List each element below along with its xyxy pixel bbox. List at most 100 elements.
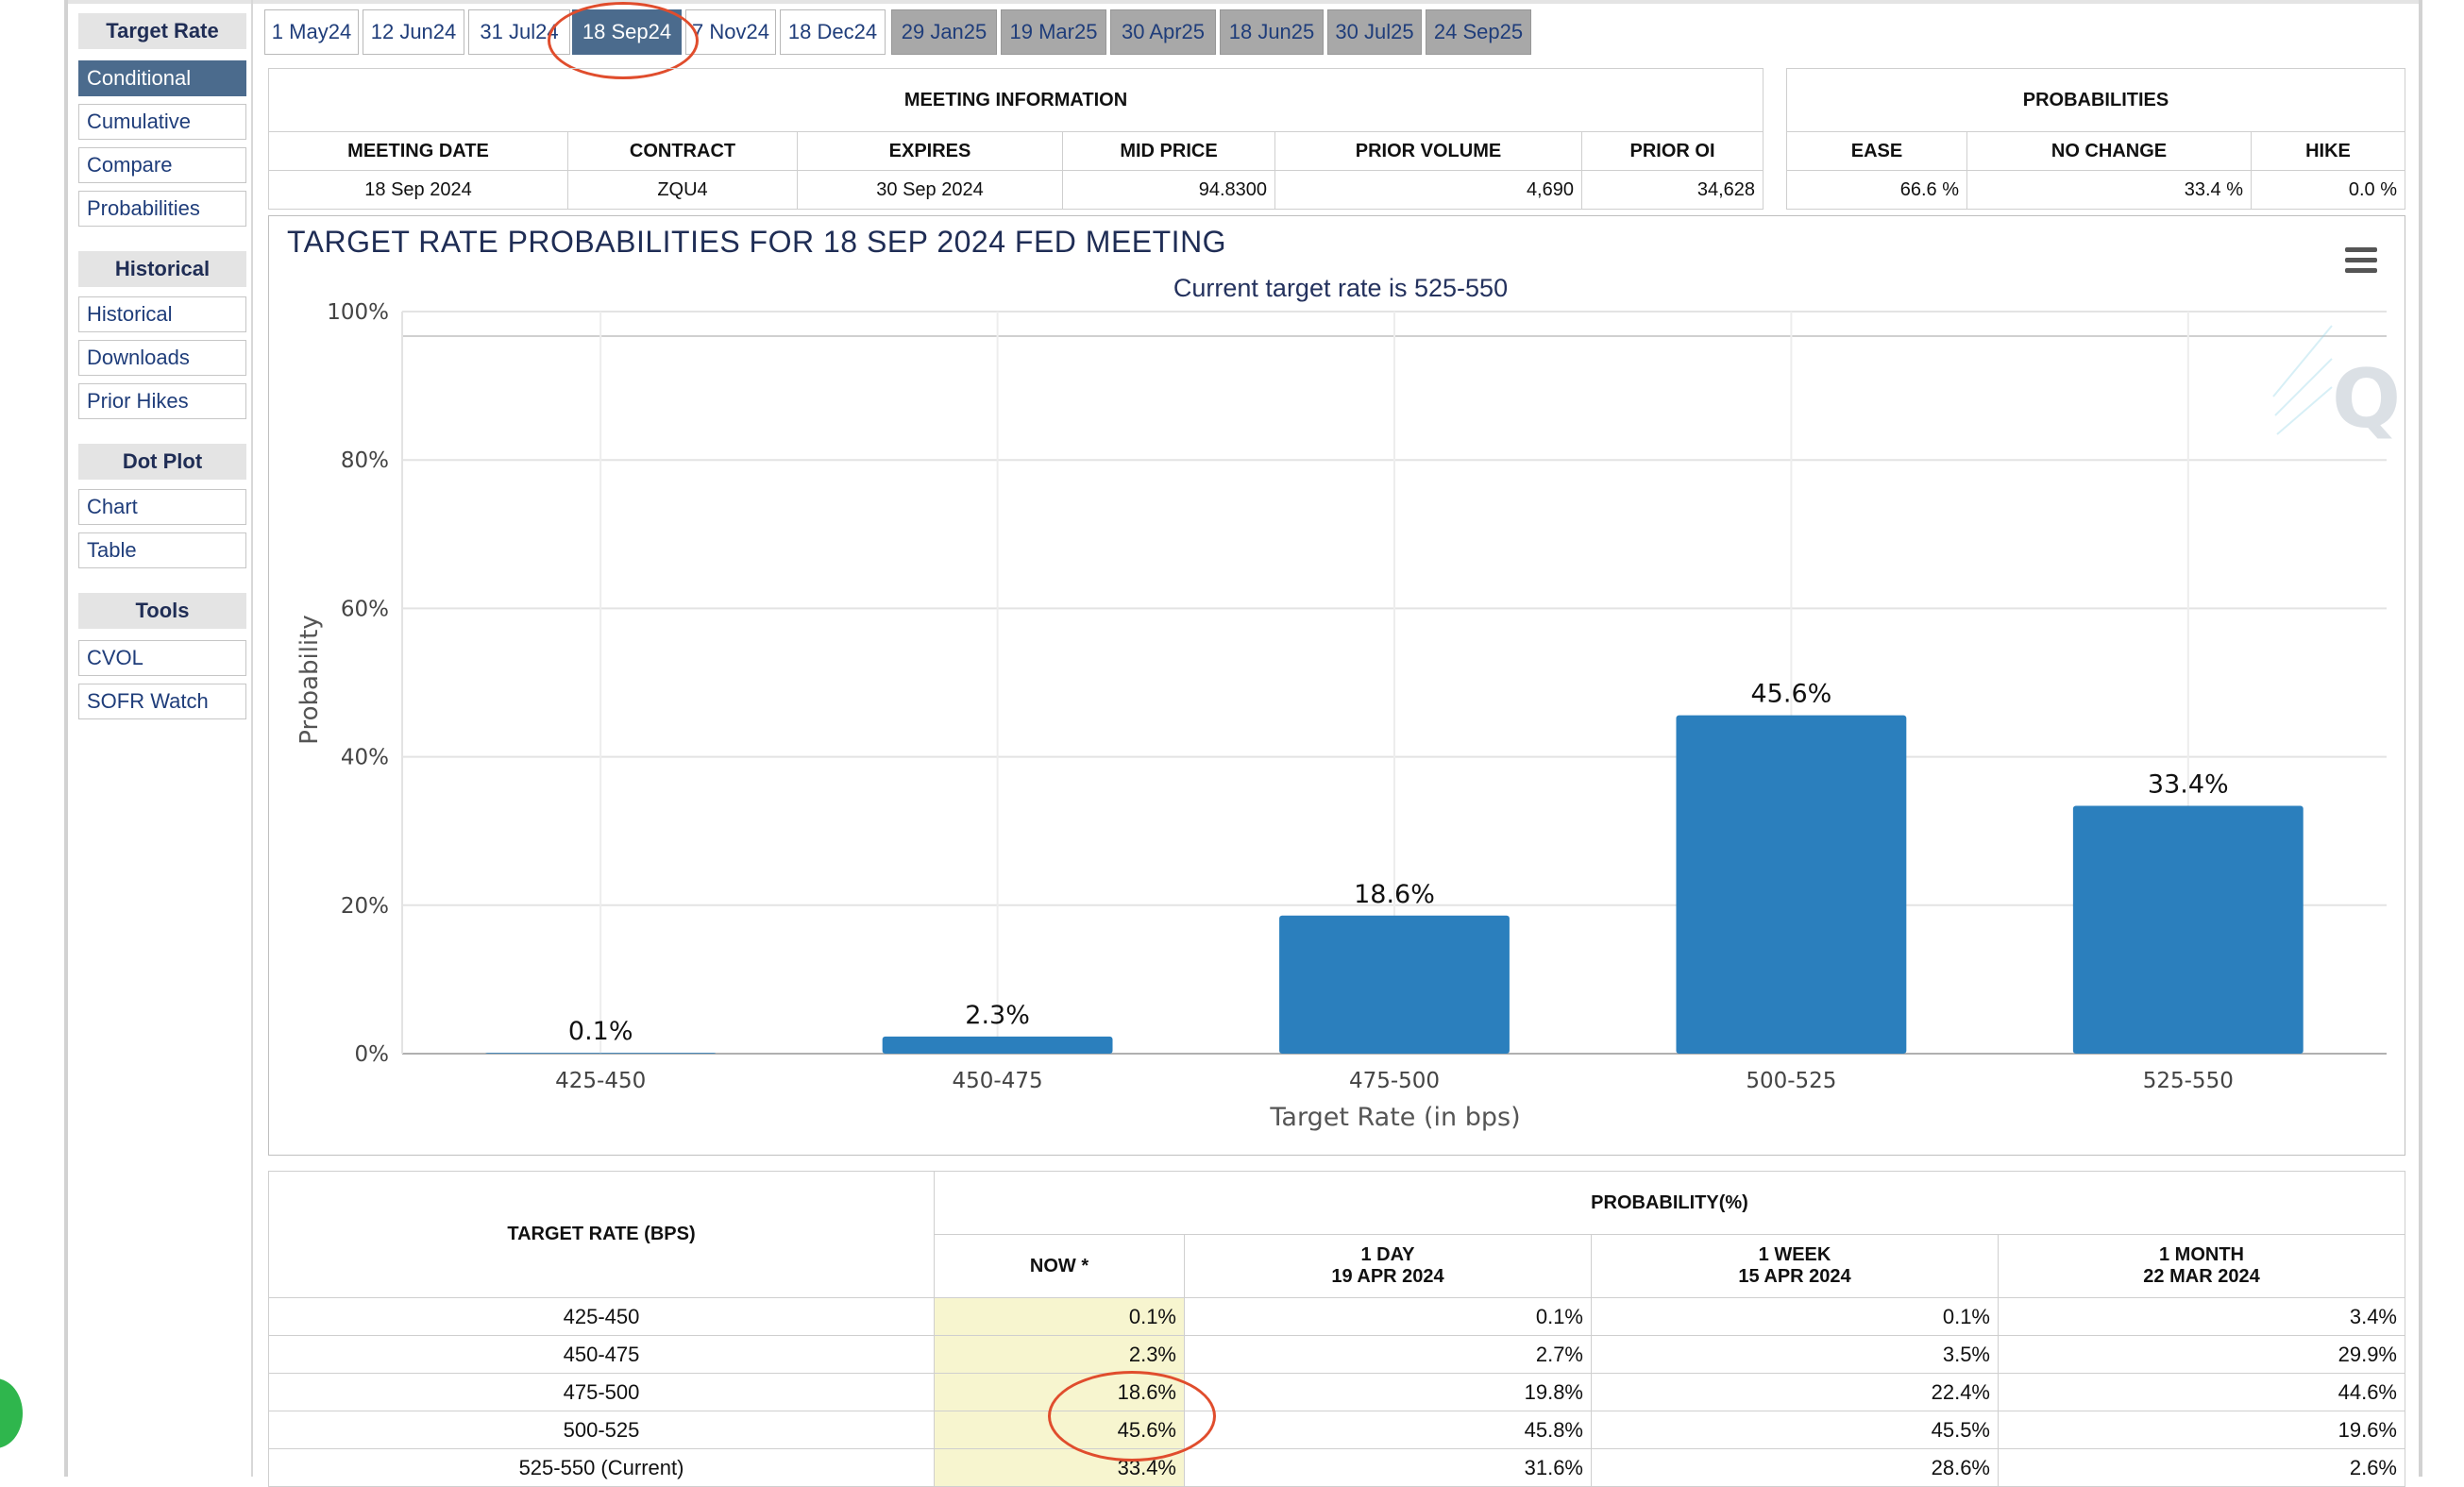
header-1-week-date: 15 APR 2024 (1738, 1266, 1851, 1287)
y-tick-label: 0% (355, 1042, 390, 1067)
sidebar-heading-historical: Historical (78, 251, 246, 287)
month-cell: 2.6% (1998, 1448, 2405, 1487)
sidebar-item-compare[interactable]: Compare (78, 147, 246, 183)
data-label: 2.3% (965, 1001, 1030, 1030)
sidebar-item-cvol[interactable]: CVOL (78, 640, 246, 676)
header-now: NOW * (934, 1234, 1185, 1298)
day-cell: 19.8% (1184, 1373, 1592, 1411)
sidebar-item-cumulative[interactable]: Cumulative (78, 104, 246, 140)
week-cell: 45.5% (1591, 1411, 1999, 1449)
tab-18-jun25[interactable]: 18 Jun25 (1220, 9, 1324, 55)
sidebar-item-sofr-watch[interactable]: SOFR Watch (78, 684, 246, 719)
data-label: 18.6% (1354, 880, 1435, 909)
meeting-info-table: MEETING INFORMATION MEETING DATE CONTRAC… (268, 68, 1764, 210)
tab-30-jul25[interactable]: 30 Jul25 (1327, 9, 1422, 55)
sidebar-heading-tools: Tools (78, 593, 246, 629)
week-cell: 22.4% (1591, 1373, 1999, 1411)
x-tick-label: 450-475 (953, 1069, 1043, 1093)
sidebar-item-prior-hikes[interactable]: Prior Hikes (78, 383, 246, 419)
value-expires: 30 Sep 2024 (797, 170, 1063, 210)
tab-12-jun24[interactable]: 12 Jun24 (363, 9, 464, 55)
probability-table: TARGET RATE (BPS) PROBABILITY(%) NOW * 1… (268, 1171, 2405, 1487)
week-cell: 0.1% (1591, 1297, 1999, 1336)
sidebar-item-historical[interactable]: Historical (78, 296, 246, 332)
header-target-rate: TARGET RATE (BPS) (268, 1171, 935, 1298)
tab-30-apr25[interactable]: 30 Apr25 (1110, 9, 1216, 55)
probabilities-table: PROBABILITIES EASE NO CHANGE HIKE 66.6 %… (1786, 68, 2405, 210)
value-ease: 66.6 % (1786, 170, 1967, 210)
header-1-week-line1: 1 WEEK (1758, 1244, 1831, 1265)
sidebar-item-probabilities[interactable]: Probabilities (78, 191, 246, 227)
svg-text:Q: Q (2332, 352, 2401, 447)
week-cell: 3.5% (1591, 1335, 1999, 1374)
y-tick-label: 100% (327, 300, 389, 325)
meeting-info-caption: MEETING INFORMATION (268, 68, 1764, 132)
day-cell: 2.7% (1184, 1335, 1592, 1374)
rate-cell: 425-450 (268, 1297, 935, 1336)
bar-525-550[interactable] (2072, 805, 2304, 1054)
tab-29-jan25[interactable]: 29 Jan25 (891, 9, 997, 55)
probabilities-caption: PROBABILITIES (1786, 68, 2405, 132)
header-probability-group: PROBABILITY(%) (934, 1171, 2405, 1235)
sidebar-item-table[interactable]: Table (78, 532, 246, 568)
table-row: 475-500 18.6% 19.8% 22.4% 44.6% (268, 1373, 2405, 1411)
month-cell: 44.6% (1998, 1373, 2405, 1411)
day-cell: 0.1% (1184, 1297, 1592, 1336)
x-tick-label: 500-525 (1746, 1069, 1836, 1093)
y-tick-label: 20% (341, 894, 389, 919)
header-prior-volume: PRIOR VOLUME (1274, 131, 1582, 171)
tab-19-mar25[interactable]: 19 Mar25 (1001, 9, 1106, 55)
value-no-change: 33.4 % (1966, 170, 2252, 210)
x-tick-label: 425-450 (555, 1069, 646, 1093)
window-left-border (64, 0, 68, 1477)
sidebar-item-conditional[interactable]: Conditional (78, 60, 246, 96)
value-prior-oi: 34,628 (1581, 170, 1764, 210)
x-axis-label: Target Rate (in bps) (1269, 1103, 1520, 1132)
tab-7-nov24[interactable]: 7 Nov24 (685, 9, 776, 55)
chart-menu-icon[interactable] (2345, 247, 2377, 274)
rate-cell: 525-550 (Current) (268, 1448, 935, 1487)
header-1-day: 1 DAY 19 APR 2024 (1184, 1234, 1592, 1298)
data-label: 33.4% (2148, 769, 2229, 799)
day-cell: 45.8% (1184, 1411, 1592, 1449)
bar-475-500[interactable] (1279, 915, 1510, 1054)
value-prior-volume: 4,690 (1274, 170, 1582, 210)
table-row: 425-450 0.1% 0.1% 0.1% 3.4% (268, 1297, 2405, 1336)
watermark-q-icon: Q (2272, 325, 2401, 447)
header-no-change: NO CHANGE (1966, 131, 2252, 171)
table-row: 450-475 2.3% 2.7% 3.5% 29.9% (268, 1335, 2405, 1374)
sidebar-item-chart[interactable]: Chart (78, 489, 246, 525)
tab-24-sep25[interactable]: 24 Sep25 (1426, 9, 1531, 55)
data-label: 0.1% (568, 1017, 633, 1046)
header-1-day-date: 19 APR 2024 (1331, 1266, 1444, 1287)
month-cell: 19.6% (1998, 1411, 2405, 1449)
header-expires: EXPIRES (797, 131, 1063, 171)
table-row: 525-550 (Current) 33.4% 31.6% 28.6% 2.6% (268, 1448, 2405, 1487)
now-cell: 45.6% (934, 1411, 1185, 1449)
rate-cell: 450-475 (268, 1335, 935, 1374)
y-tick-label: 80% (341, 448, 389, 473)
week-cell: 28.6% (1591, 1448, 1999, 1487)
table-row: 500-525 45.6% 45.8% 45.5% 19.6% (268, 1411, 2405, 1449)
header-prior-oi: PRIOR OI (1581, 131, 1764, 171)
bar-450-475[interactable] (882, 1036, 1113, 1054)
tab-18-dec24[interactable]: 18 Dec24 (780, 9, 886, 55)
sidebar-item-downloads[interactable]: Downloads (78, 340, 246, 376)
tab-18-sep24[interactable]: 18 Sep24 (572, 9, 682, 55)
sidebar-divider (251, 0, 253, 1477)
bar-500-525[interactable] (1676, 715, 1907, 1054)
value-mid-price: 94.8300 (1062, 170, 1275, 210)
now-cell: 33.4% (934, 1448, 1185, 1487)
tab-1-may24[interactable]: 1 May24 (264, 9, 359, 55)
header-1-day-line1: 1 DAY (1360, 1244, 1415, 1265)
month-cell: 29.9% (1998, 1335, 2405, 1374)
header-1-week: 1 WEEK 15 APR 2024 (1591, 1234, 1999, 1298)
bar-425-450[interactable] (485, 1053, 717, 1054)
tab-31-jul24[interactable]: 31 Jul24 (468, 9, 570, 55)
day-cell: 31.6% (1184, 1448, 1592, 1487)
header-1-month-date: 22 MAR 2024 (2143, 1266, 2260, 1287)
header-ease: EASE (1786, 131, 1967, 171)
x-tick-label: 475-500 (1349, 1069, 1440, 1093)
header-1-month-line1: 1 MONTH (2159, 1244, 2244, 1265)
x-tick-label: 525-550 (2143, 1069, 2234, 1093)
